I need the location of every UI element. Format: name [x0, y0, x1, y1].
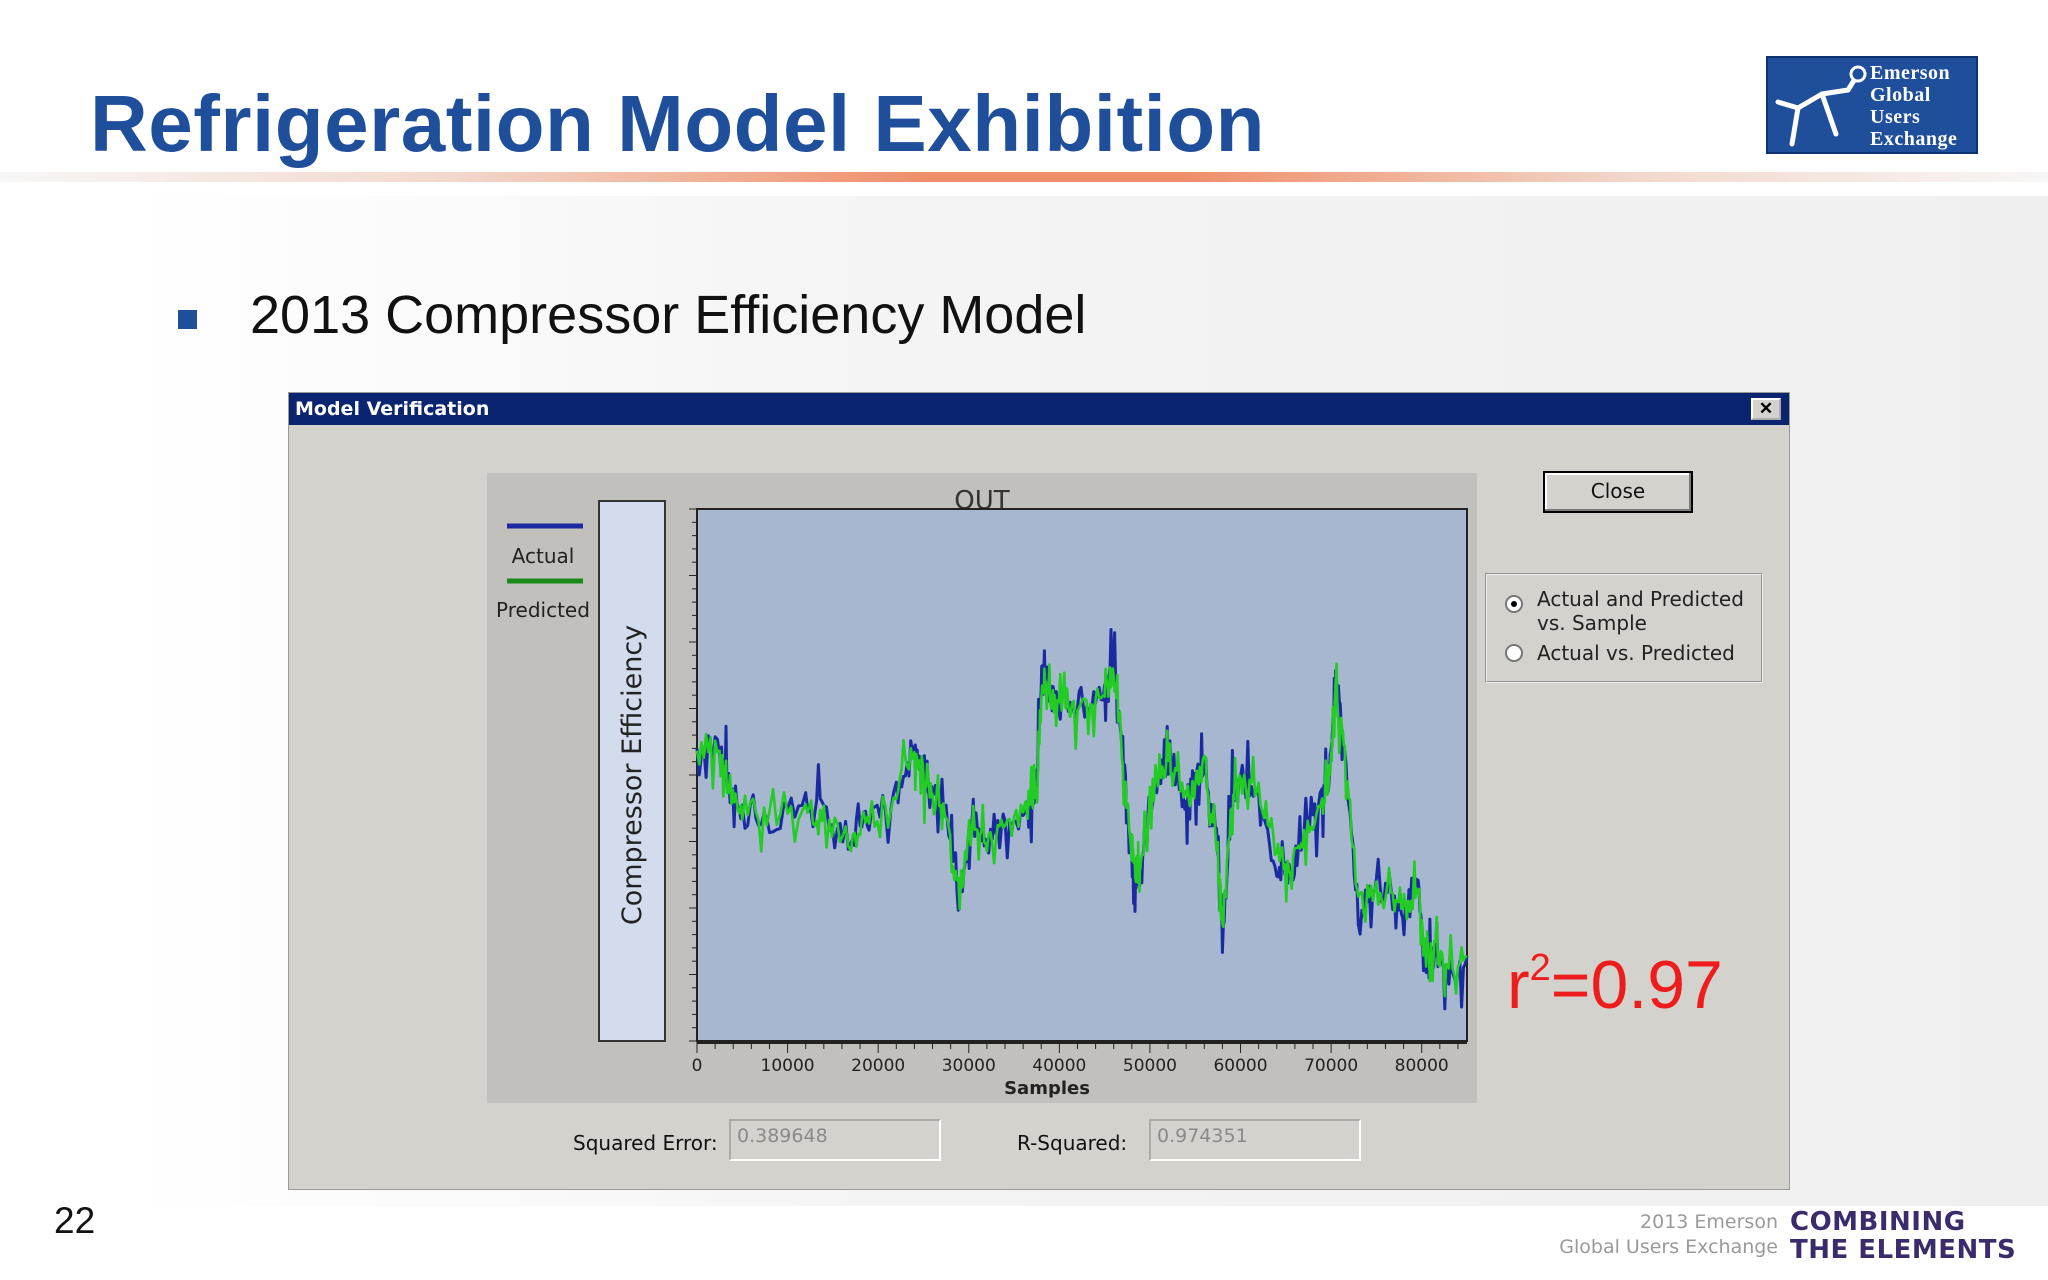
r2-exponent: 2 — [1529, 947, 1551, 990]
x-tick-label: 50000 — [1123, 1056, 1177, 1076]
x-tick-label: 60000 — [1213, 1056, 1267, 1076]
series-group — [695, 628, 1469, 1011]
bullet-icon — [178, 310, 197, 329]
title-divider — [0, 172, 2048, 182]
legend-label-actual: Actual — [512, 544, 575, 568]
page-number: 22 — [54, 1200, 96, 1241]
tagline-line-2: THE ELEMENTS — [1790, 1235, 2017, 1265]
squared-error-label: Squared Error: — [573, 1131, 718, 1155]
molecule-icon — [1775, 65, 1867, 147]
x-tick-label: 70000 — [1304, 1056, 1358, 1076]
r2-prefix: r — [1507, 947, 1530, 1023]
model-verification-dialog: Model Verification ✕ OUT Actual Predicte… — [288, 392, 1790, 1190]
radio-label: Actual and Predicted vs. Sample — [1537, 587, 1744, 635]
dialog-titlebar[interactable]: Model Verification ✕ — [289, 393, 1789, 425]
x-axis-label: Samples — [1004, 1078, 1090, 1099]
radio-actual-predicted-vs-sample[interactable]: Actual and Predicted vs. Sample — [1505, 587, 1755, 639]
radio-actual-vs-predicted[interactable]: Actual vs. Predicted — [1505, 641, 1755, 669]
y-axis-label: Compressor Efficiency — [617, 625, 648, 925]
plot-mode-radio-group: Actual and Predicted vs. Sample Actual v… — [1485, 573, 1763, 683]
logo-word-3: Users — [1870, 106, 1921, 128]
legend-label-predicted: Predicted — [496, 598, 590, 622]
event-name: 2013 Emerson Global Users Exchange — [1540, 1210, 1778, 1260]
radio-label: Actual vs. Predicted — [1537, 641, 1735, 665]
plot-area — [696, 508, 1468, 1042]
r-squared-label: R-Squared: — [1017, 1131, 1128, 1155]
r-squared-annotation: r2=0.97 — [1507, 946, 1723, 1024]
event-line-1: 2013 Emerson — [1640, 1211, 1778, 1233]
chart-panel: OUT Actual Predicted Compressor Efficien… — [487, 473, 1477, 1103]
squared-error-field[interactable]: 0.389648 — [729, 1119, 941, 1161]
series-line-predicted — [695, 662, 1468, 998]
event-line-2: Global Users Exchange — [1559, 1236, 1778, 1258]
logo-word-4: Exchange — [1870, 128, 1958, 150]
efficiency-chart: OUT Actual Predicted Compressor Efficien… — [496, 486, 1469, 1099]
x-axis: 0 10000 20000 30000 40000 50000 60000 70000 8000… — [692, 1041, 1467, 1076]
r2-value: =0.97 — [1550, 947, 1723, 1023]
close-button[interactable]: Close — [1543, 471, 1693, 513]
x-tick-label: 30000 — [942, 1056, 996, 1076]
close-icon[interactable]: ✕ — [1751, 398, 1781, 420]
logo-word-1: Emerson — [1870, 62, 1951, 84]
slide-title: Refrigeration Model Exhibition — [90, 79, 1266, 168]
x-tick-label: 80000 — [1395, 1056, 1449, 1076]
x-tick-label: 10000 — [761, 1056, 815, 1076]
emerson-logo: Emerson Global Users Exchange — [1766, 56, 1978, 154]
radio-selected-icon[interactable] — [1505, 595, 1523, 613]
r-squared-field[interactable]: 0.974351 — [1149, 1119, 1361, 1161]
bullet-text: 2013 Compressor Efficiency Model — [250, 285, 1087, 345]
event-tagline: COMBINING THE ELEMENTS — [1790, 1208, 2016, 1264]
tagline-line-1: COMBINING — [1790, 1207, 1966, 1237]
y-axis-label-strip — [598, 500, 666, 1042]
radio-unselected-icon[interactable] — [1505, 644, 1523, 662]
x-tick-label: 20000 — [851, 1056, 905, 1076]
dialog-title: Model Verification — [295, 398, 490, 420]
logo-word-2: Global — [1870, 84, 1931, 106]
x-tick-label: 0 — [692, 1056, 703, 1076]
x-tick-label: 40000 — [1032, 1056, 1086, 1076]
y-axis-ticks — [689, 508, 697, 1042]
